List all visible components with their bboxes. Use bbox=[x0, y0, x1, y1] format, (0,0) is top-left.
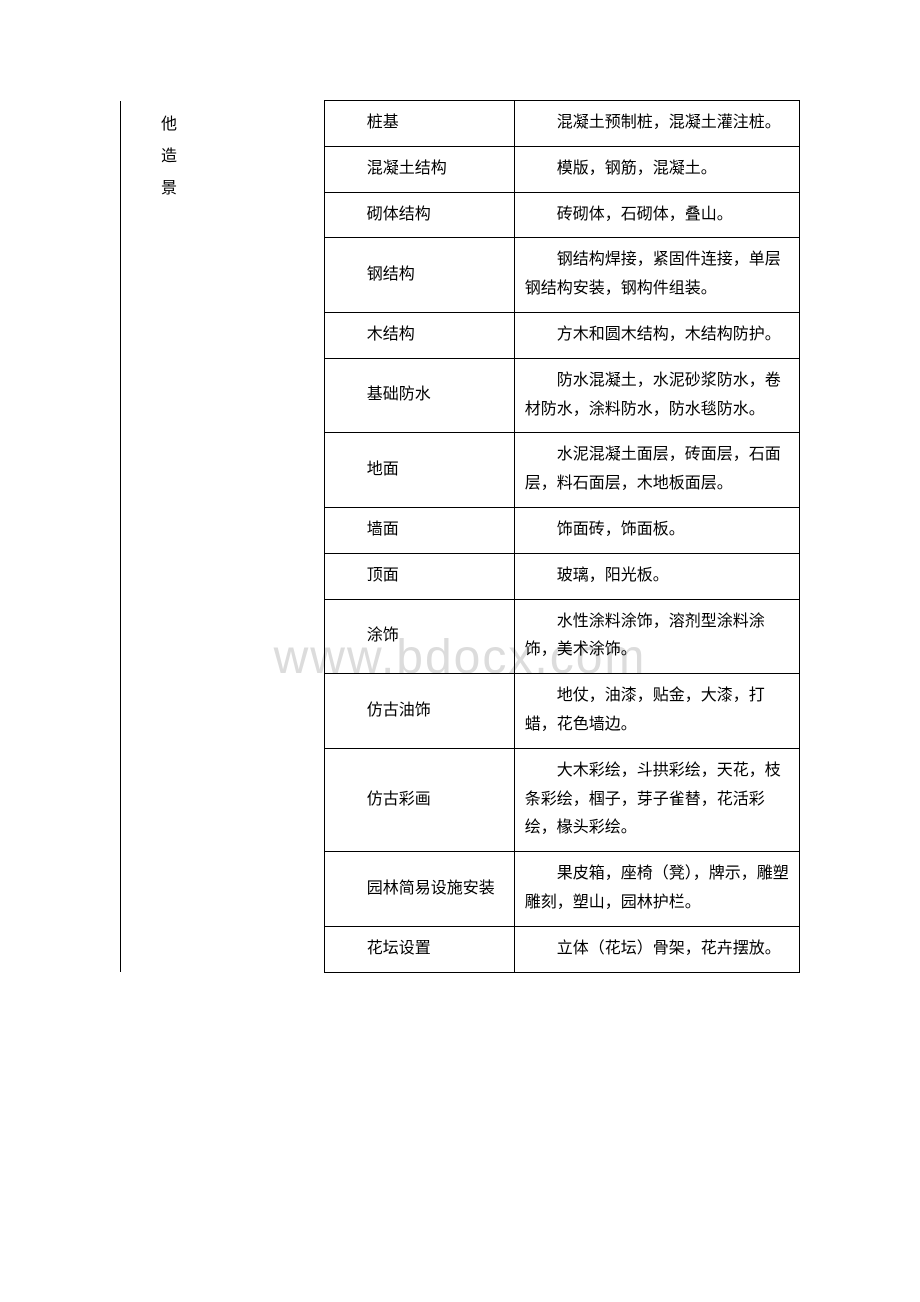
item-name-cell: 仿古油饰 bbox=[324, 674, 514, 749]
item-desc-cell: 立体（花坛）骨架，花卉摆放。 bbox=[514, 926, 799, 972]
item-name-cell: 混凝土结构 bbox=[324, 146, 514, 192]
item-desc-cell: 模版，钢筋，混凝土。 bbox=[514, 146, 799, 192]
item-name-cell: 涂饰 bbox=[324, 599, 514, 674]
category-char: 他 bbox=[161, 109, 314, 141]
content-table: 他造景桩基混凝土预制桩，混凝土灌注桩。混凝土结构模版，钢筋，混凝土。砌体结构砖砌… bbox=[120, 100, 800, 973]
item-desc-cell: 砖砌体，石砌体，叠山。 bbox=[514, 192, 799, 238]
item-name-cell: 地面 bbox=[324, 433, 514, 508]
item-name-cell: 桩基 bbox=[324, 101, 514, 147]
item-desc-cell: 钢结构焊接，紧固件连接，单层钢结构安装，钢构件组装。 bbox=[514, 238, 799, 313]
item-desc-cell: 方木和圆木结构，木结构防护。 bbox=[514, 312, 799, 358]
item-name-cell: 基础防水 bbox=[324, 358, 514, 433]
item-name-cell: 砌体结构 bbox=[324, 192, 514, 238]
category-char: 造 bbox=[161, 141, 314, 173]
item-desc-cell: 果皮箱，座椅（凳），牌示，雕塑雕刻，塑山，园林护栏。 bbox=[514, 852, 799, 927]
item-desc-cell: 大木彩绘，斗拱彩绘，天花，枝条彩绘，椢子，芽子雀替，花活彩绘，椽头彩绘。 bbox=[514, 748, 799, 851]
item-name-cell: 钢结构 bbox=[324, 238, 514, 313]
item-desc-cell: 玻璃，阳光板。 bbox=[514, 553, 799, 599]
item-name-cell: 园林简易设施安装 bbox=[324, 852, 514, 927]
item-name-cell: 墙面 bbox=[324, 507, 514, 553]
item-desc-cell: 地仗，油漆，贴金，大漆，打蜡，花色墙边。 bbox=[514, 674, 799, 749]
category-char: 景 bbox=[161, 173, 314, 205]
item-desc-cell: 防水混凝土，水泥砂浆防水，卷材防水，涂料防水，防水毯防水。 bbox=[514, 358, 799, 433]
item-name-cell: 仿古彩画 bbox=[324, 748, 514, 851]
item-name-cell: 顶面 bbox=[324, 553, 514, 599]
item-desc-cell: 水性涂料涂饰，溶剂型涂料涂饰，美术涂饰。 bbox=[514, 599, 799, 674]
item-desc-cell: 饰面砖，饰面板。 bbox=[514, 507, 799, 553]
item-name-cell: 花坛设置 bbox=[324, 926, 514, 972]
category-cell: 他造景 bbox=[121, 101, 325, 973]
table-row: 他造景桩基混凝土预制桩，混凝土灌注桩。 bbox=[121, 101, 800, 147]
item-desc-cell: 混凝土预制桩，混凝土灌注桩。 bbox=[514, 101, 799, 147]
item-desc-cell: 水泥混凝土面层，砖面层，石面层，料石面层，木地板面层。 bbox=[514, 433, 799, 508]
item-name-cell: 木结构 bbox=[324, 312, 514, 358]
